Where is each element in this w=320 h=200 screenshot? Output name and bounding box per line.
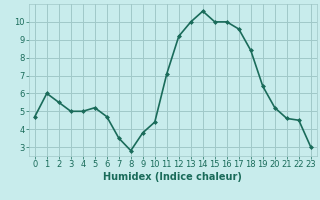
X-axis label: Humidex (Indice chaleur): Humidex (Indice chaleur) xyxy=(103,172,242,182)
